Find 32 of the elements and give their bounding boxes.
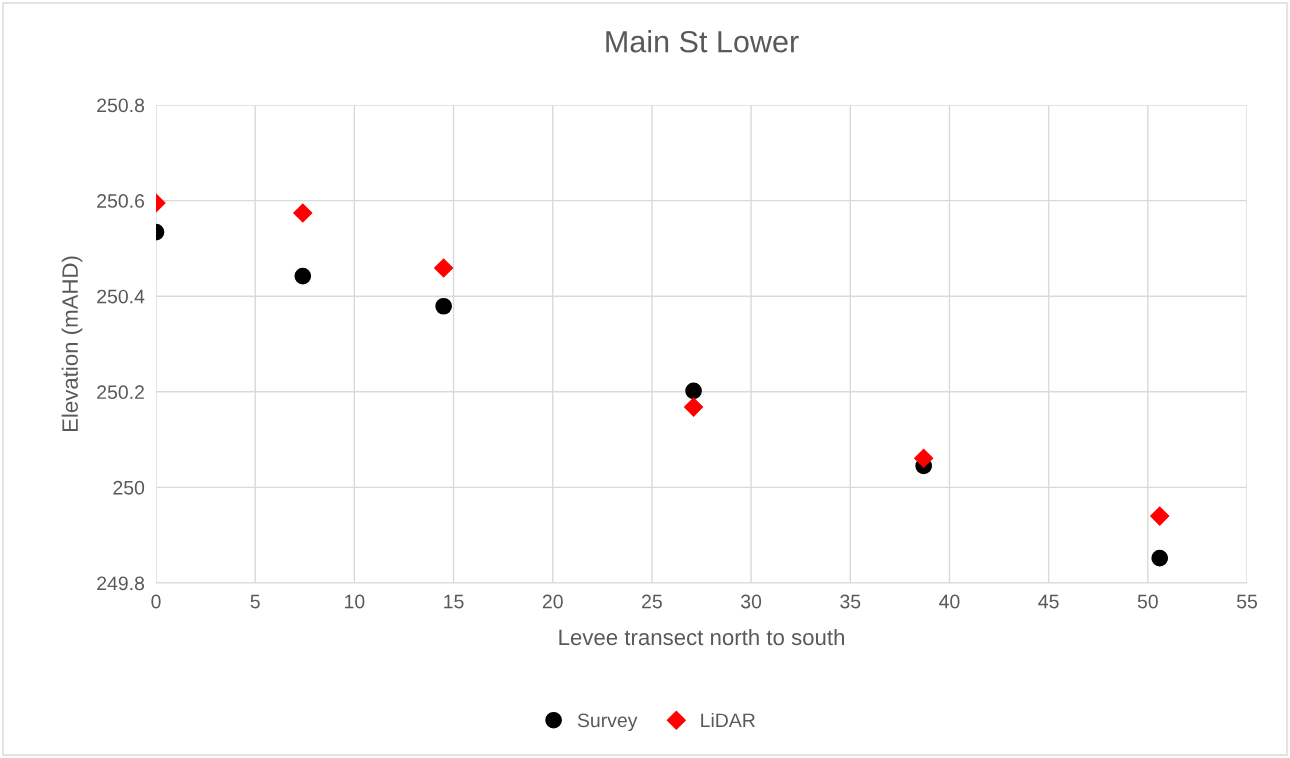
chart-title: Main St Lower	[606, 30, 799, 53]
x-tick-label: 45	[1038, 594, 1059, 609]
point	[293, 203, 313, 223]
point	[914, 448, 934, 468]
x-tick-label: 0	[151, 594, 161, 609]
y-tick-label: 249.8	[97, 576, 145, 591]
y-tick-label: 250.4	[97, 289, 145, 304]
y-tick-label: 250.6	[97, 194, 145, 208]
x-tick-label: 55	[1236, 594, 1257, 609]
point	[684, 397, 704, 417]
x-tick-label: 10	[345, 594, 365, 609]
y-tick-label: 250.8	[97, 98, 145, 113]
x-tick-label: 50	[1137, 594, 1158, 609]
y-tick-label: 250.2	[97, 385, 144, 400]
point	[1151, 549, 1169, 567]
x-tick-label: 25	[642, 594, 662, 609]
point	[294, 267, 312, 285]
y-tick-label: 250	[113, 480, 145, 495]
point	[434, 258, 454, 278]
legend-label: Survey	[577, 713, 638, 732]
x-tick-label: 20	[542, 594, 563, 609]
point	[685, 382, 702, 400]
point	[1150, 506, 1170, 526]
y-axis-title: Elevation (mAHD)	[61, 256, 83, 432]
x-tick-label: 40	[939, 594, 960, 609]
x-tick-label: 15	[444, 594, 464, 609]
x-tick-label: 5	[250, 594, 260, 609]
point	[435, 297, 452, 315]
x-tick-label: 35	[840, 594, 861, 609]
x-axis-title: Levee transect north to south	[559, 628, 844, 646]
x-tick-label: 30	[741, 594, 762, 609]
legend-label: LiDAR	[701, 712, 755, 728]
